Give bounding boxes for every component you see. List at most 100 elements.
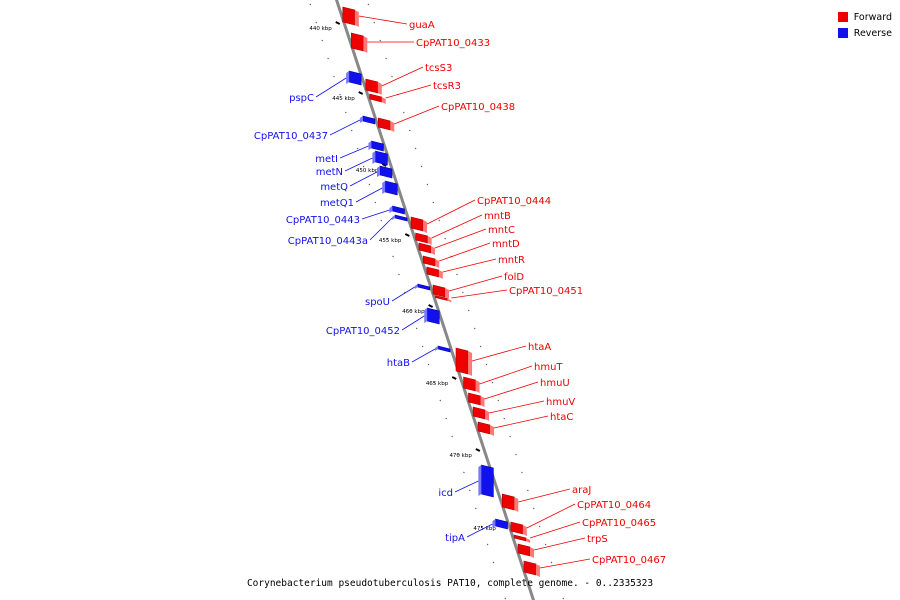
gene-box-side [514, 497, 519, 512]
gene-CpPAT10_0438: CpPAT10_0438 [377, 102, 515, 132]
gene-label: htaA [528, 342, 551, 353]
gene-leader [533, 537, 586, 551]
minor-tick [468, 489, 471, 492]
scale-tick [404, 233, 410, 237]
gene-leader [344, 157, 373, 172]
scale-label: 460 kbp [402, 309, 425, 315]
gene-leader [434, 228, 487, 249]
gene-box [517, 543, 531, 557]
legend-label-reverse: Reverse [853, 27, 892, 39]
minor-tick [444, 237, 447, 240]
minor-tick [485, 363, 488, 366]
gene-label: tcsS3 [425, 63, 452, 74]
genome-caption: Corynebacterium pseudotuberculosis PAT10… [246, 578, 654, 589]
gene-label: CpPAT10_0467 [592, 555, 666, 566]
minor-tick [402, 111, 405, 114]
gene-label: metN [316, 167, 343, 178]
gene-leader [493, 415, 549, 429]
gene-leader [381, 66, 424, 87]
gene-box-side [359, 116, 363, 123]
gene-guaA: guaA [342, 6, 435, 31]
minor-tick [420, 165, 423, 168]
minor-tick [386, 237, 389, 240]
minor-tick [380, 219, 383, 222]
minor-tick [550, 561, 553, 564]
gene-box-side [485, 410, 490, 421]
gene-box [422, 255, 436, 267]
gene-label: metQ [320, 182, 348, 193]
gene-label: spoU [365, 297, 390, 308]
legend-item-reverse: Reverse [837, 25, 892, 41]
gene-leader [526, 503, 576, 529]
gene-label: guaA [409, 20, 435, 31]
gene-label: folD [504, 272, 524, 283]
gene-box [426, 307, 440, 325]
gene-CpPAT10_0467: CpPAT10_0467 [523, 555, 666, 577]
gene-leader [479, 365, 533, 385]
gene-label: CpPAT10_0444 [477, 196, 551, 207]
scale-tick [381, 163, 387, 167]
scale-tick [428, 304, 434, 308]
minor-tick [479, 345, 482, 348]
gene-CpPAT10_0443a: CpPAT10_0443a [288, 214, 408, 247]
minor-tick [532, 507, 535, 510]
gene-label: mntD [492, 239, 520, 250]
gene-box-side [377, 166, 380, 177]
minor-tick [321, 39, 324, 42]
gene-label: htaB [387, 358, 410, 369]
gene-box-side [381, 97, 386, 104]
tick-marks [309, 3, 565, 600]
gene-label: metI [315, 154, 338, 165]
gene-leader [539, 558, 591, 569]
gene-box-side [438, 270, 443, 279]
gene-box-side [377, 82, 382, 95]
gene-box [365, 78, 379, 94]
gene-CpPAT10_0465: CpPAT10_0465 [513, 518, 656, 543]
minor-tick [538, 525, 541, 528]
gene-leader [448, 275, 503, 292]
minor-tick [474, 507, 477, 510]
minor-tick [414, 147, 417, 150]
minor-tick [473, 327, 476, 330]
minor-tick [456, 273, 458, 276]
minor-tick [433, 381, 436, 384]
minor-tick [503, 417, 506, 420]
minor-tick [480, 525, 483, 528]
legend-label-forward: Forward [853, 11, 892, 23]
gene-label: CpPAT10_0443a [288, 236, 368, 247]
scale-labels: 440 kbp 445 kbp 450 kbp 455 kbp 460 kbp 465 k… [309, 21, 505, 532]
gene-label: metQ1 [320, 198, 354, 209]
gene-box-side [522, 525, 527, 536]
gene-CpPAT10_0443: CpPAT10_0443 [286, 205, 405, 226]
gene-leader [431, 214, 483, 239]
gene-label: icd [438, 488, 453, 499]
minor-tick [491, 381, 494, 384]
gene-box-side [424, 308, 428, 323]
gene-box-side [423, 220, 428, 233]
gene-leader [349, 171, 378, 187]
scale-label: 470 kbp [449, 453, 472, 459]
gene-CpPAT10_0464: CpPAT10_0464 [510, 500, 651, 536]
gene-label: CpPAT10_0443 [286, 215, 360, 226]
gene-box [342, 6, 356, 26]
gene-label: CpPAT10_0433 [416, 38, 490, 49]
gene-leader [391, 286, 415, 302]
scale-tick [475, 448, 481, 452]
gene-trpS: trpS [517, 534, 608, 558]
minor-tick [439, 399, 442, 402]
gene-CpPAT10_0451: CpPAT10_0451 [435, 286, 583, 303]
gene-box-side [414, 284, 418, 289]
gene-tcsS3: tcsS3 [365, 63, 452, 95]
minor-tick [521, 471, 523, 474]
minor-tick [373, 21, 376, 24]
minor-tick [333, 75, 335, 78]
gene-label: pspC [289, 93, 314, 104]
gene-spoU: spoU [365, 283, 431, 308]
gene-pspC: pspC [289, 70, 362, 104]
minor-tick [415, 327, 418, 330]
gene-box-side [445, 288, 450, 299]
gene-metQ: metQ [320, 165, 393, 193]
minor-tick [451, 435, 453, 438]
minor-tick [327, 57, 329, 60]
legend-item-forward: Forward [837, 9, 892, 25]
